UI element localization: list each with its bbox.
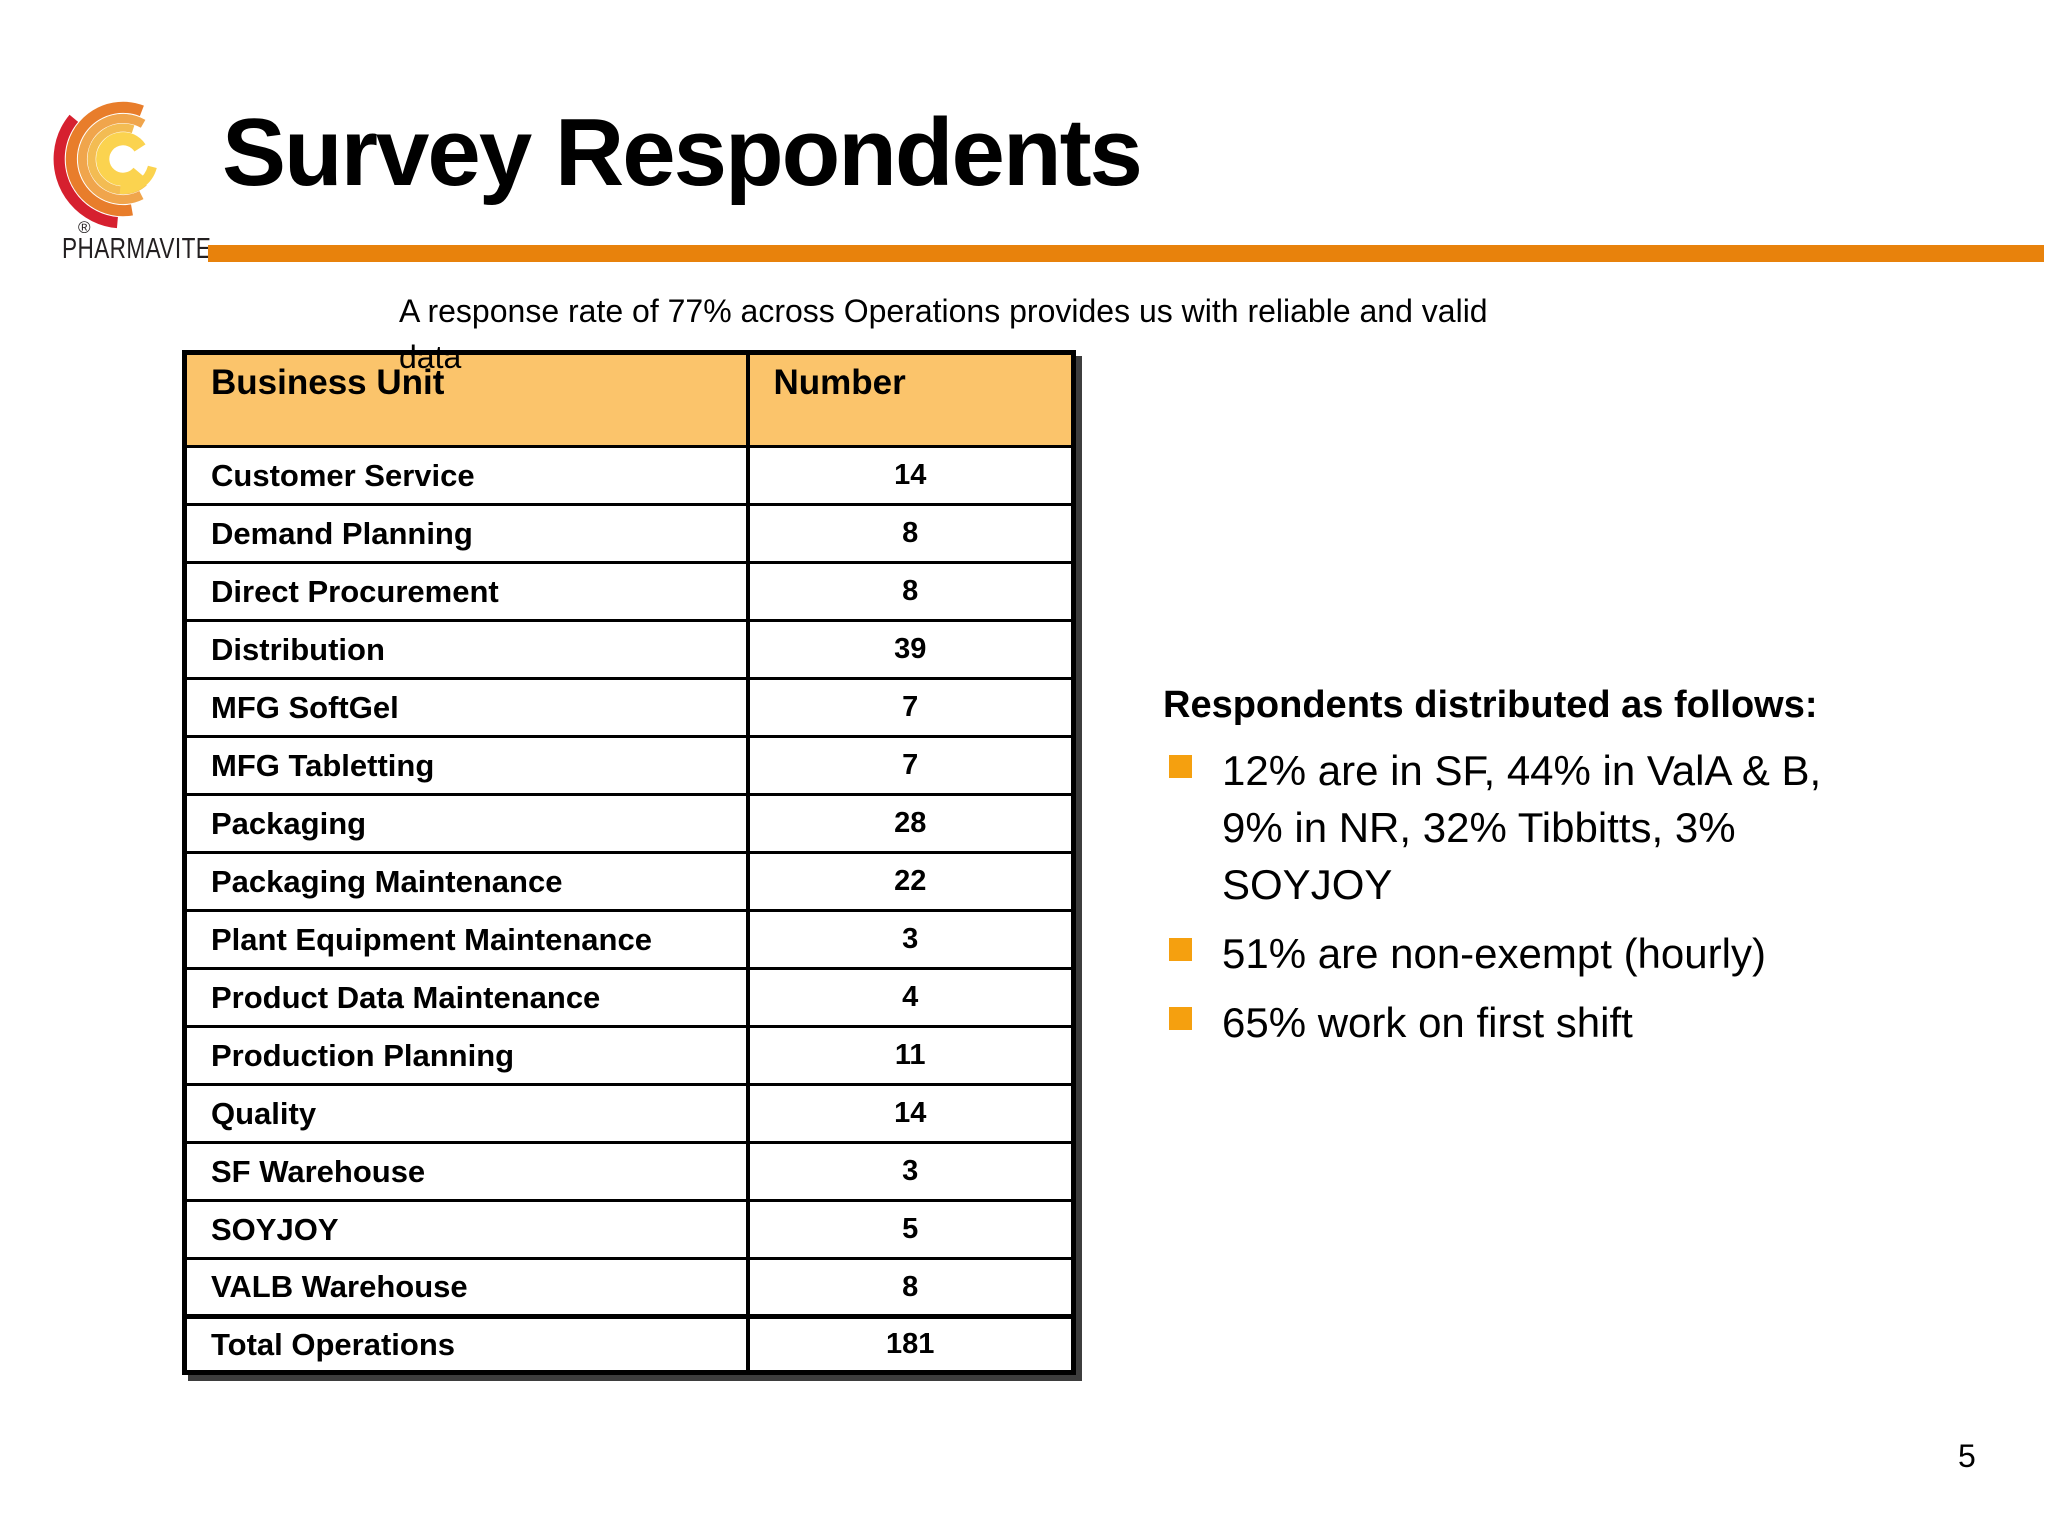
table-row: VALB Warehouse 8 [183, 1257, 1075, 1318]
business-unit-cell: Distribution [183, 619, 750, 680]
business-unit-cell: Plant Equipment Maintenance [183, 909, 750, 970]
business-unit-cell: Demand Planning [183, 503, 750, 564]
title-divider-bar [208, 245, 2044, 262]
number-cell: 14 [746, 1083, 1075, 1144]
number-cell: 28 [746, 793, 1075, 854]
registered-trademark: ® [78, 218, 91, 237]
business-unit-cell: MFG Tabletting [183, 735, 750, 796]
bullet-item: 65% work on first shift [1163, 994, 1963, 1051]
number-cell: 5 [746, 1199, 1075, 1260]
number-cell: 3 [746, 1141, 1075, 1202]
business-unit-cell: Customer Service [183, 445, 750, 506]
number-cell: 7 [746, 735, 1075, 796]
number-cell: 8 [746, 503, 1075, 564]
table-total-row: Total Operations 181 [183, 1314, 1075, 1374]
business-unit-cell: Product Data Maintenance [183, 967, 750, 1028]
number-cell: 39 [746, 619, 1075, 680]
total-label-cell: Total Operations [183, 1314, 750, 1374]
table-row: MFG Tabletting 7 [183, 735, 1075, 796]
table-row: Direct Procurement 8 [183, 561, 1075, 622]
business-unit-cell: MFG SoftGel [183, 677, 750, 738]
right-panel-bullet-list: 12% are in SF, 44% in ValA & B, 9% in NR… [1163, 742, 1963, 1063]
header-number: Number [746, 351, 1075, 448]
business-unit-cell: Production Planning [183, 1025, 750, 1086]
bullet-text: 12% are in SF, 44% in ValA & B, 9% in NR… [1222, 747, 1822, 908]
bullet-item: 12% are in SF, 44% in ValA & B, 9% in NR… [1163, 742, 1963, 913]
table-row: Plant Equipment Maintenance 3 [183, 909, 1075, 970]
table-row: Packaging 28 [183, 793, 1075, 854]
table-body: Customer Service 14 Demand Planning 8 Di… [183, 445, 1075, 1318]
table-row: Packaging Maintenance 22 [183, 851, 1075, 912]
business-unit-cell: Direct Procurement [183, 561, 750, 622]
business-unit-cell: Packaging Maintenance [183, 851, 750, 912]
pharmavite-logo: ® PHARMAVITE [48, 84, 248, 274]
table-row: Demand Planning 8 [183, 503, 1075, 564]
business-unit-cell: Packaging [183, 793, 750, 854]
respondents-table: Business Unit Number Customer Service 14… [182, 350, 1076, 1375]
table-row: Quality 14 [183, 1083, 1075, 1144]
number-cell: 7 [746, 677, 1075, 738]
total-value-cell: 181 [746, 1314, 1075, 1374]
bullet-text: 65% work on first shift [1222, 999, 1633, 1046]
business-unit-cell: SF Warehouse [183, 1141, 750, 1202]
bullet-text: 51% are non-exempt (hourly) [1222, 930, 1766, 977]
business-unit-cell: Quality [183, 1083, 750, 1144]
table-row: Customer Service 14 [183, 445, 1075, 506]
table-row: Production Planning 11 [183, 1025, 1075, 1086]
number-cell: 8 [746, 1257, 1075, 1318]
table-row: MFG SoftGel 7 [183, 677, 1075, 738]
number-cell: 3 [746, 909, 1075, 970]
business-unit-cell: SOYJOY [183, 1199, 750, 1260]
bullet-item: 51% are non-exempt (hourly) [1163, 925, 1963, 982]
header-business-unit: Business Unit [183, 351, 750, 448]
square-bullet-icon [1169, 755, 1192, 778]
number-cell: 14 [746, 445, 1075, 506]
subtitle-text: A response rate of 77% across Operations… [399, 293, 1488, 375]
slide-title: Survey Respondents [222, 99, 1143, 206]
pharmavite-swirl-icon [53, 89, 193, 229]
page-number: 5 [1958, 1438, 1976, 1474]
right-panel-heading: Respondents distributed as follows: [1163, 684, 1818, 726]
table-row: SF Warehouse 3 [183, 1141, 1075, 1202]
logo-wordmark: PHARMAVITE [62, 233, 212, 265]
table-row: Distribution 39 [183, 619, 1075, 680]
number-cell: 22 [746, 851, 1075, 912]
square-bullet-icon [1169, 1007, 1192, 1030]
table-row: Product Data Maintenance 4 [183, 967, 1075, 1028]
number-cell: 8 [746, 561, 1075, 622]
number-cell: 11 [746, 1025, 1075, 1086]
number-cell: 4 [746, 967, 1075, 1028]
business-unit-cell: VALB Warehouse [183, 1257, 750, 1318]
table-row: SOYJOY 5 [183, 1199, 1075, 1260]
square-bullet-icon [1169, 938, 1192, 961]
table-header-row: Business Unit Number [183, 351, 1075, 448]
